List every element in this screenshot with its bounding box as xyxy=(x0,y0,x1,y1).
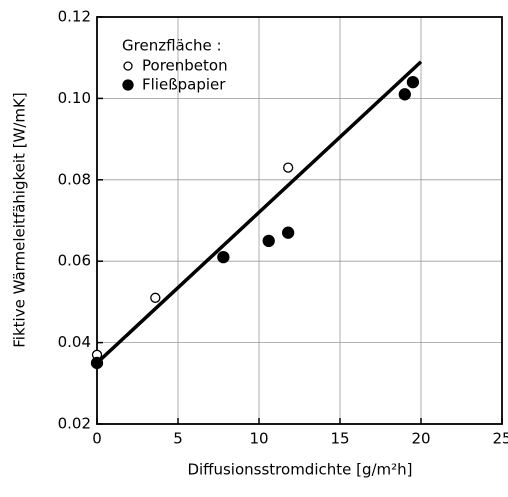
data-point xyxy=(406,75,420,89)
y-axis-label: Fiktive Wärmeleitfähigkeit [W/mK] xyxy=(11,92,29,347)
data-point xyxy=(398,88,411,101)
legend-label: Fließpapier xyxy=(142,76,226,94)
data-point xyxy=(282,226,295,239)
x-tick-label: 10 xyxy=(249,430,268,448)
y-tick-label: 0.02 xyxy=(58,415,91,433)
x-tick-label: 5 xyxy=(173,430,183,448)
data-point xyxy=(90,356,104,370)
legend-label: Porenbeton xyxy=(142,57,228,75)
legend-marker xyxy=(122,79,134,91)
y-tick-label: 0.12 xyxy=(58,8,91,26)
x-axis-label: Diffusionsstromdichte [g/m²h] xyxy=(187,461,412,479)
fit-line xyxy=(95,60,423,365)
x-tick-label: 0 xyxy=(92,430,102,448)
plot-frame xyxy=(96,16,503,425)
x-tick-label: 20 xyxy=(411,430,430,448)
x-tick-label: 15 xyxy=(330,430,349,448)
x-tick-label: 25 xyxy=(492,430,508,448)
y-tick-label: 0.06 xyxy=(58,252,91,270)
data-point xyxy=(150,292,161,303)
y-tick-label: 0.10 xyxy=(58,89,91,107)
legend-title: Grenzfläche : xyxy=(122,37,222,55)
data-point xyxy=(217,250,230,264)
legend-marker xyxy=(123,61,133,71)
data-point xyxy=(262,234,275,248)
data-point xyxy=(283,162,294,173)
y-tick-label: 0.08 xyxy=(58,170,91,188)
y-tick-label: 0.04 xyxy=(58,333,91,351)
